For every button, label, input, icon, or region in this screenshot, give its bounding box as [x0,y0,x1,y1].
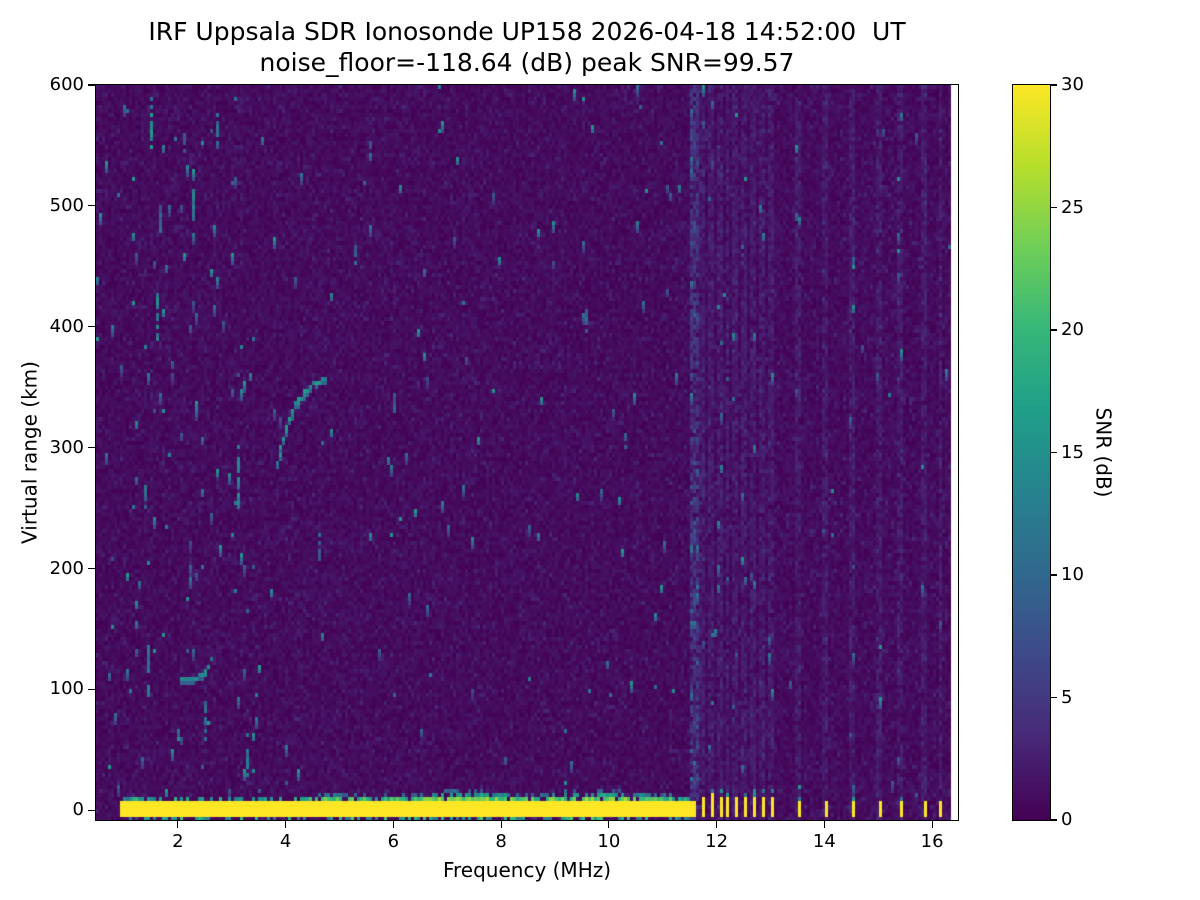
colorbar-tick [1051,206,1057,209]
y-tick-label: 100 [49,678,84,700]
ionogram-heatmap [96,85,958,820]
colorbar-gradient [1013,85,1050,820]
colorbar-tick [1051,84,1057,86]
y-tick-label: 600 [49,74,84,95]
x-tick-label: 6 [387,831,400,852]
y-tick [88,688,95,691]
x-tick-label: 12 [705,831,729,852]
colorbar-tick-label: 30 [1061,74,1084,95]
x-tick [608,821,610,828]
colorbar-tick-label: 20 [1061,319,1084,340]
y-tick [88,809,95,811]
colorbar-tick [1051,574,1057,576]
colorbar [1012,84,1051,821]
colorbar-tick [1051,819,1057,821]
y-tick-label: 0 [72,799,84,821]
x-tick [177,821,179,828]
y-tick [88,447,95,449]
colorbar-tick-label: 5 [1061,686,1073,708]
x-tick-label: 16 [920,831,944,852]
x-tick-label: 10 [597,831,621,852]
colorbar-tick-label: 10 [1061,564,1084,585]
chart-title-line2: noise_floor=-118.64 (dB) peak SNR=99.57 [259,48,795,77]
y-tick [88,205,95,207]
x-tick [285,821,287,828]
x-tick [716,821,718,828]
chart-title: IRF Uppsala SDR Ionosonde UP158 2026-04-… [96,16,958,78]
colorbar-tick [1051,329,1057,331]
y-tick-label: 500 [49,194,84,216]
y-tick-label: 300 [49,436,84,458]
plot-area [95,84,959,821]
x-tick-label: 8 [495,831,507,852]
colorbar-tick [1051,451,1057,454]
x-axis-label: Frequency (MHz) [442,858,612,882]
y-tick-label: 200 [49,557,84,579]
chart-title-line1: IRF Uppsala SDR Ionosonde UP158 2026-04-… [148,17,906,46]
y-tick [88,84,95,86]
y-tick [88,567,95,570]
colorbar-tick-label: 25 [1061,196,1084,218]
x-tick [931,821,933,828]
colorbar-tick-label: 0 [1061,809,1073,830]
x-tick [823,821,825,828]
x-tick [392,821,394,828]
x-tick-label: 4 [279,831,292,852]
x-tick-label: 2 [172,831,184,852]
y-tick [88,326,95,328]
colorbar-tick [1051,696,1057,699]
colorbar-tick-label: 15 [1061,441,1084,463]
x-tick [500,821,502,828]
y-tick-label: 400 [49,315,84,337]
x-tick-label: 14 [812,831,836,852]
